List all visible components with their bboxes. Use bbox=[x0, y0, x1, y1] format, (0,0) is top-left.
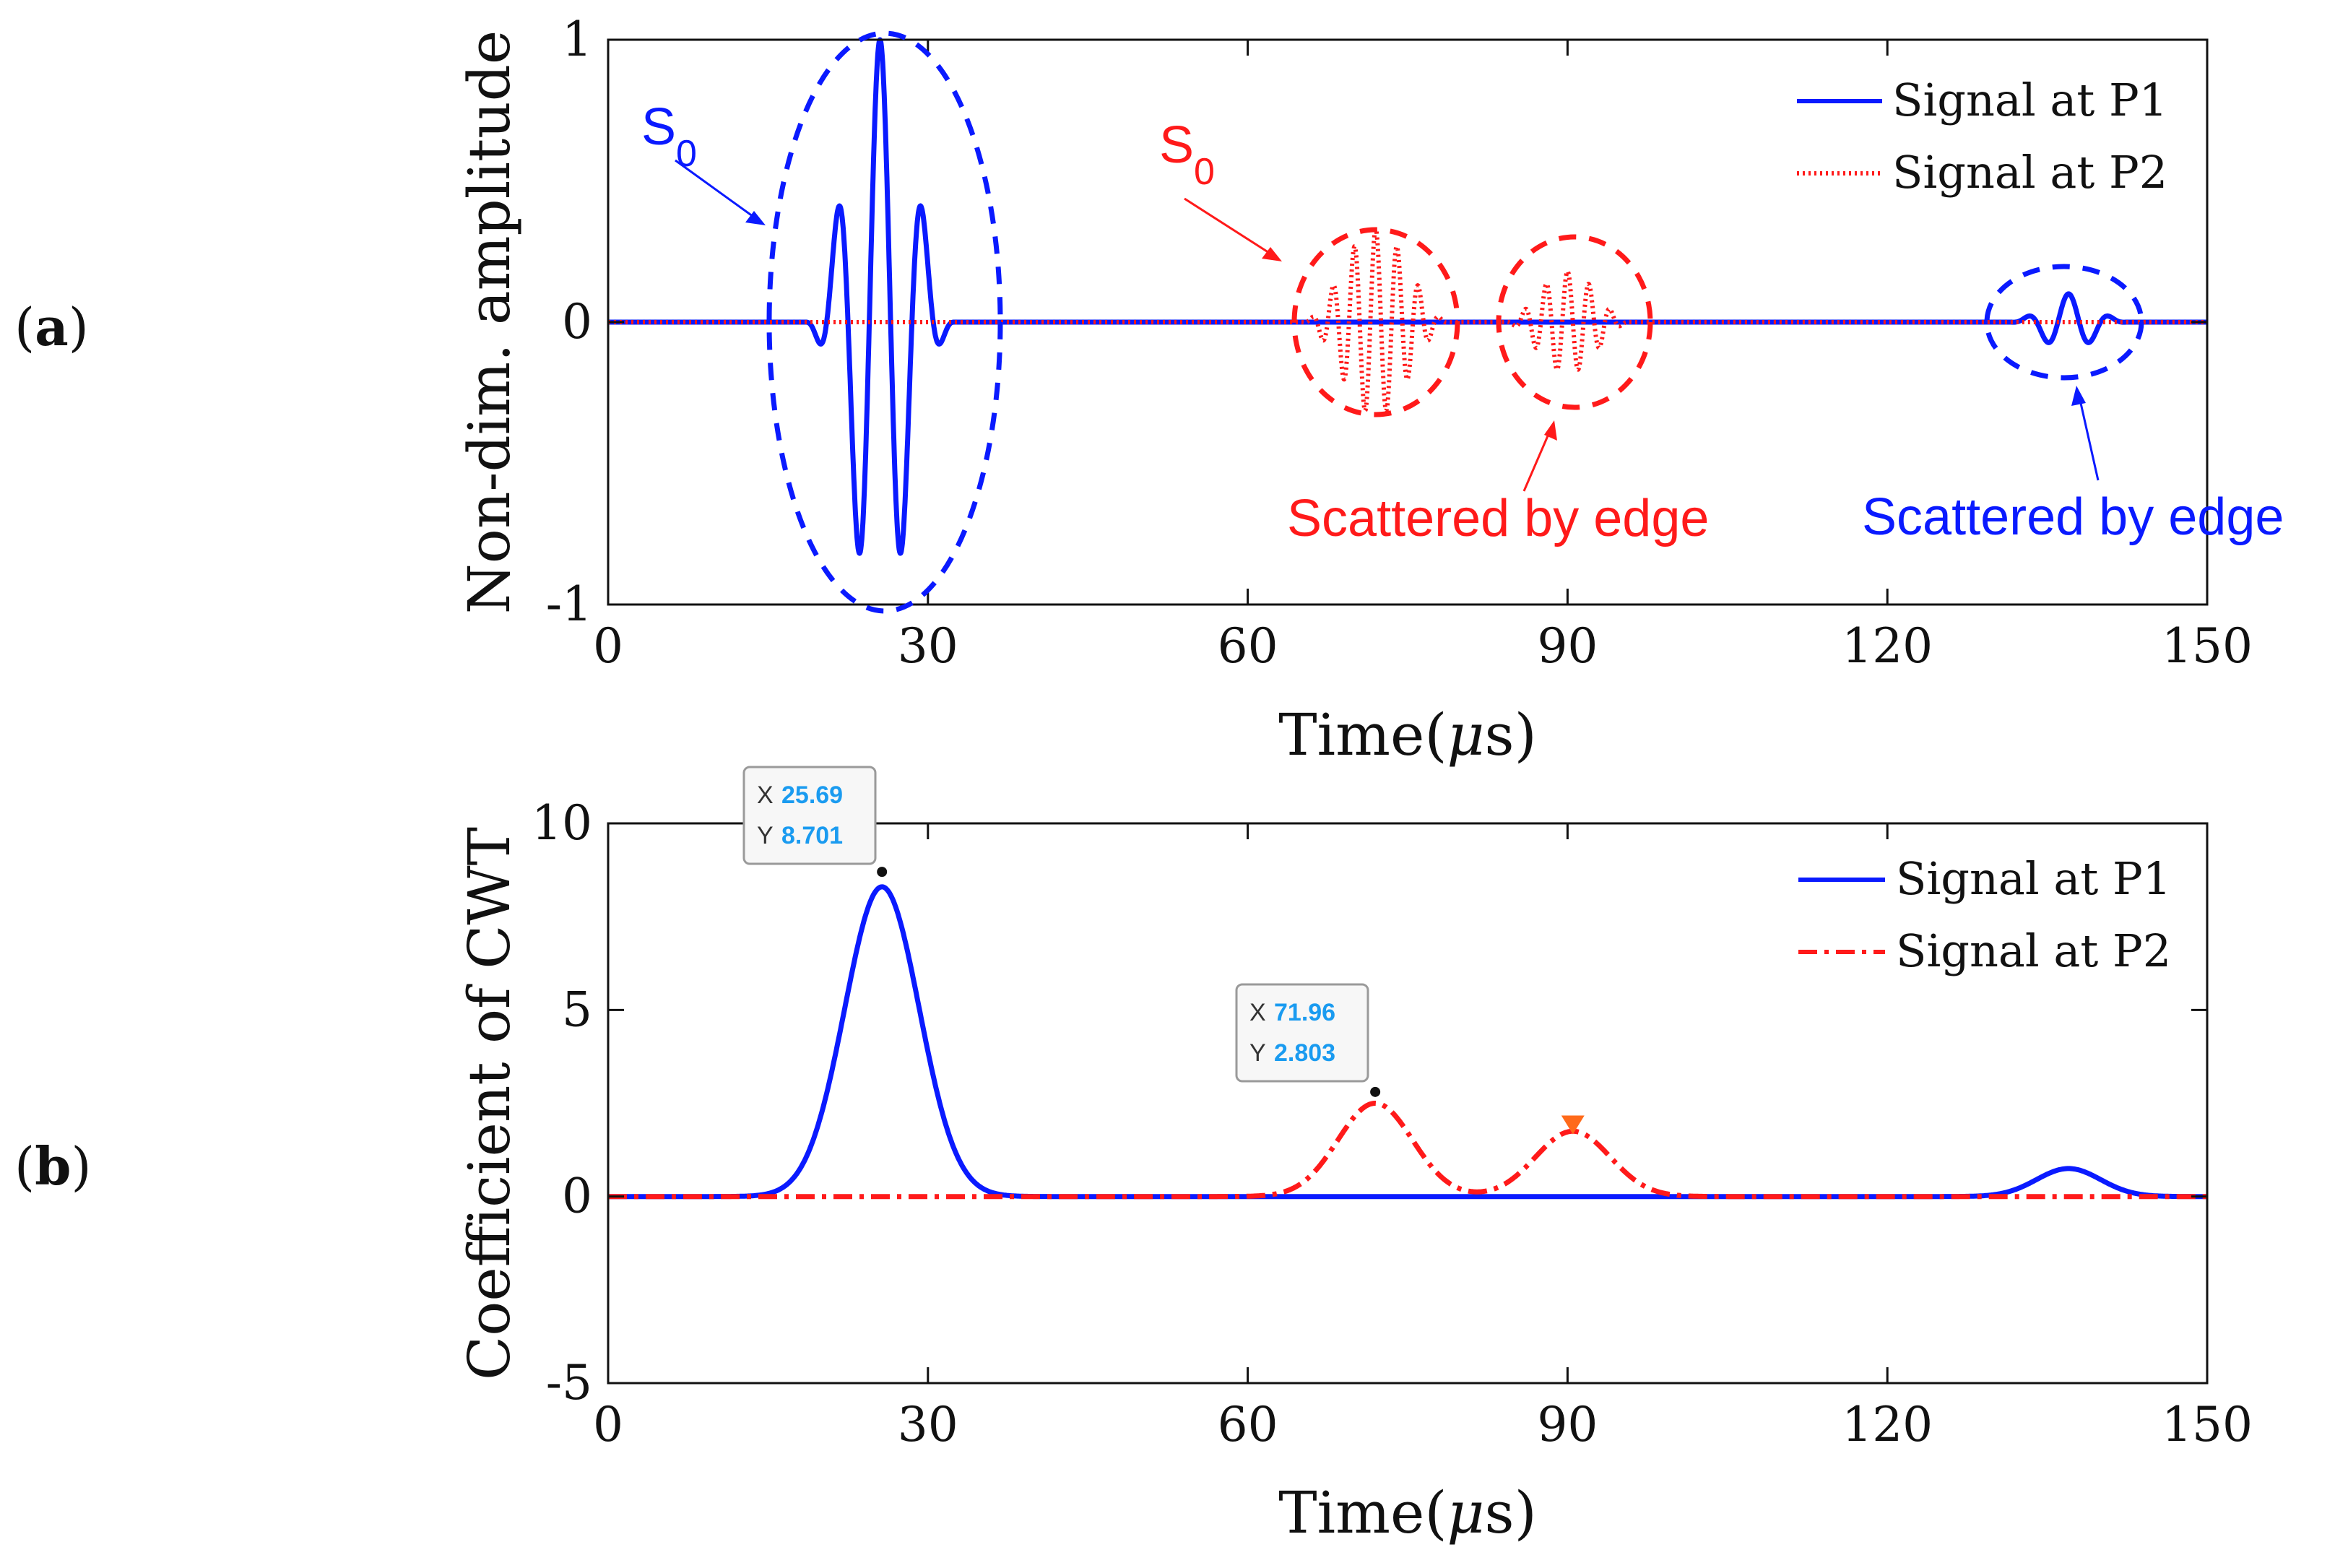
chart-a-xtick-label: 30 bbox=[898, 618, 958, 674]
svg-text:X: X bbox=[757, 781, 774, 809]
chart-b-line-p2 bbox=[607, 1101, 2209, 1200]
chart-b-ytick-label: 10 bbox=[532, 795, 592, 851]
chart-b-datatip-point-1 bbox=[877, 867, 888, 878]
chart-a-xtick-label: 60 bbox=[1218, 618, 1278, 674]
svg-text:Y: Y bbox=[1249, 1039, 1266, 1067]
chart-b-axes-box bbox=[607, 822, 2209, 1385]
chart-a-annotation-s0-p1: S0 bbox=[641, 98, 697, 175]
chart-b-xtick-label: 0 bbox=[593, 1397, 623, 1452]
chart-a-y-ticks: -1 0 1 bbox=[546, 12, 2207, 632]
chart-b-ytick-label: 0 bbox=[562, 1169, 592, 1224]
chart-a-arrow-s0-p1 bbox=[675, 159, 766, 225]
chart-a-annotation-scattered-p1: Scattered by edge bbox=[1862, 488, 2284, 546]
chart-a-x-label: Time(μs) bbox=[1278, 701, 1537, 768]
chart-b-xtick-label: 60 bbox=[1218, 1397, 1278, 1452]
chart-b-datatip-point-2 bbox=[1370, 1086, 1381, 1097]
chart-b-xtick-label: 90 bbox=[1537, 1397, 1598, 1452]
chart-b-xtick-label: 150 bbox=[2162, 1397, 2253, 1452]
chart-a-xtick-label: 120 bbox=[1842, 618, 1933, 674]
chart-a-ellipse-scattered-p1 bbox=[1984, 264, 2144, 381]
chart-a-arrow-s0-p2 bbox=[1184, 197, 1282, 261]
chart-b-datatip-2-y: 2.803 bbox=[1274, 1039, 1335, 1067]
chart-b-xtick-label: 120 bbox=[1842, 1397, 1933, 1452]
chart-a-xtick-label: 90 bbox=[1537, 618, 1598, 674]
chart-a-line-p1 bbox=[606, 37, 2209, 556]
svg-text:Y: Y bbox=[757, 822, 774, 849]
chart-b-markers bbox=[877, 867, 1585, 1135]
chart-b-ytick-label: 5 bbox=[562, 982, 592, 1037]
chart-a-arrow-scattered-p2 bbox=[1522, 420, 1557, 492]
chart-b-datatip-1-y: 8.701 bbox=[781, 822, 843, 849]
chart-b-datatip-1[interactable]: X 25.69 Y 8.701 bbox=[742, 766, 877, 865]
chart-b-legend-label-p1: Signal at P1 bbox=[1896, 852, 2171, 905]
chart-a-legend-label-p2: Signal at P2 bbox=[1892, 146, 2167, 199]
chart-b-datatip-2[interactable]: X 71.96 Y 2.803 bbox=[1235, 983, 1369, 1083]
chart-a-y-label: Non-dim. amplitude bbox=[456, 30, 523, 614]
chart-a-ellipse-s0-p1 bbox=[766, 30, 1003, 614]
chart-b-triangle-marker bbox=[1561, 1115, 1585, 1135]
chart-a-annotation-s0-p2: S0 bbox=[1159, 116, 1215, 193]
chart-b-y-label: Coefficient of CWT bbox=[456, 827, 523, 1380]
chart-a-x-ticks: 0 30 60 90 120 150 bbox=[593, 40, 2253, 674]
panel-label-b: (b) bbox=[14, 1135, 92, 1197]
chart-a-legend: Signal at P1 Signal at P2 bbox=[1797, 74, 2167, 199]
chart-a-ytick-label: 0 bbox=[562, 294, 592, 350]
chart-a-line-p2 bbox=[606, 227, 2209, 413]
chart-a-ytick-label: 1 bbox=[562, 12, 592, 67]
chart-b-series bbox=[607, 884, 2209, 1200]
chart-a: 0 30 60 90 120 150 -101 Time(μs) Non-dim. amp… bbox=[456, 12, 2284, 768]
chart-a-annotation-scattered-p2: Scattered by edge bbox=[1287, 490, 1709, 547]
chart-b-ytick-label: -5 bbox=[546, 1355, 592, 1411]
chart-b-y-ticks: -5 0 5 10 bbox=[532, 795, 2207, 1411]
chart-b-datatip-1-x: 25.69 bbox=[781, 781, 843, 809]
chart-b-legend-label-p2: Signal at P2 bbox=[1896, 924, 2171, 977]
chart-b-legend: Signal at P1 Signal at P2 bbox=[1798, 852, 2171, 977]
chart-a-series bbox=[606, 37, 2209, 556]
chart-a-xtick-label: 150 bbox=[2162, 618, 2253, 674]
chart-a-arrow-scattered-p1 bbox=[2071, 386, 2100, 481]
chart-a-ellipse-s0-p2 bbox=[1291, 227, 1460, 417]
chart-a-ellipse-scattered-p2 bbox=[1496, 234, 1653, 410]
svg-text:X: X bbox=[1249, 999, 1266, 1026]
chart-b-xtick-label: 30 bbox=[898, 1397, 958, 1452]
panel-label-a: (a) bbox=[14, 296, 89, 358]
chart-a-xtick-label: 0 bbox=[593, 618, 623, 674]
chart-b-datatip-2-x: 71.96 bbox=[1274, 999, 1335, 1026]
chart-b-x-ticks: 0 30 60 90 120 150 bbox=[593, 823, 2253, 1452]
chart-a-legend-label-p1: Signal at P1 bbox=[1892, 74, 2167, 126]
chart-a-ytick-label: -1 bbox=[546, 576, 592, 632]
chart-b-x-label: Time(μs) bbox=[1278, 1479, 1537, 1546]
